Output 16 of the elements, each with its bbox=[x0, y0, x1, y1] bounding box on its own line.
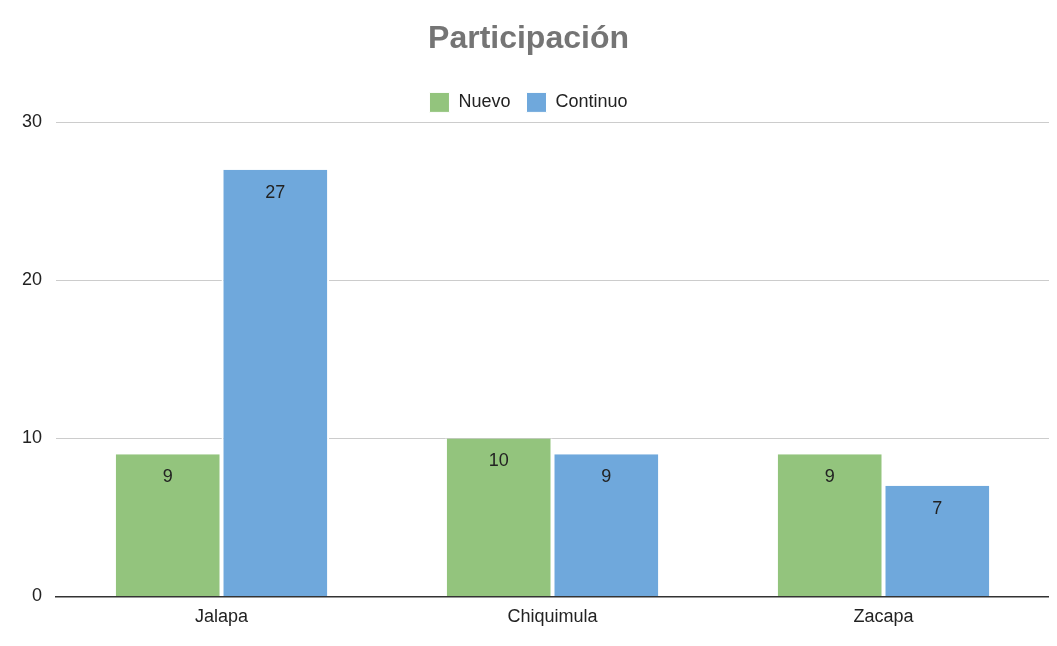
y-tick-label: 10 bbox=[21, 427, 43, 448]
data-label: 9 bbox=[824, 466, 835, 487]
data-label: 10 bbox=[488, 450, 509, 471]
data-label: 27 bbox=[265, 181, 286, 202]
y-tick-label: 0 bbox=[32, 585, 43, 606]
data-label: 9 bbox=[601, 466, 612, 487]
x-tick-label: Jalapa bbox=[194, 606, 250, 627]
y-tick-label: 30 bbox=[21, 111, 43, 132]
chart-title: Participación bbox=[428, 19, 629, 56]
legend-label: Nuevo bbox=[458, 91, 511, 112]
y-tick-label: 20 bbox=[21, 269, 43, 290]
x-tick-label: Chiquimula bbox=[507, 606, 599, 627]
legend-label: Continuo bbox=[555, 91, 628, 112]
x-tick-label: Zacapa bbox=[853, 606, 915, 627]
data-label: 7 bbox=[932, 497, 943, 518]
data-label: 9 bbox=[162, 466, 173, 487]
